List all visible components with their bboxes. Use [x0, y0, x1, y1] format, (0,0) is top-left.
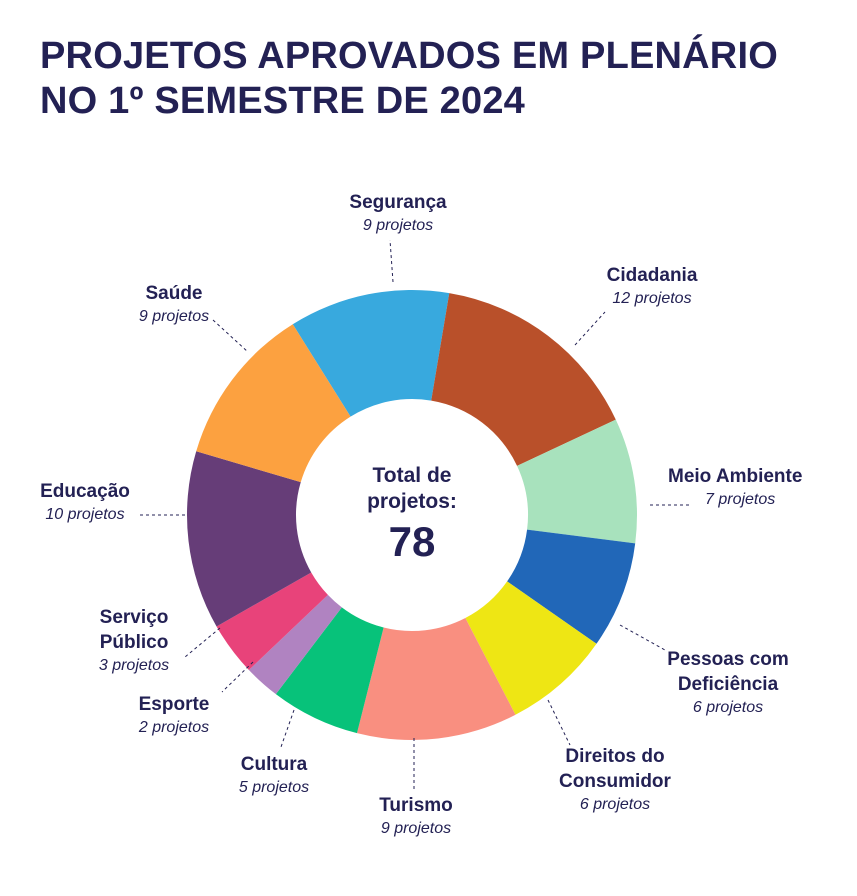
slice-cultura — [275, 607, 384, 734]
slice-label-count: 6 projetos — [580, 796, 650, 813]
slice-label-count: 3 projetos — [99, 657, 169, 674]
slice-label: Meio Ambiente 7 projetos — [668, 466, 802, 508]
leader-line — [574, 311, 606, 346]
chart-title: PROJETOS APROVADOS EM PLENÁRIO NO 1º SEM… — [40, 34, 778, 124]
slice-label: Serviço Público 3 projetos — [99, 607, 169, 674]
slice-label: Pessoas com Deficiência 6 projetos — [667, 649, 788, 716]
slice-label-name: Saúde — [145, 283, 202, 304]
slice-label: Turismo 9 projetos — [379, 795, 453, 837]
slice-label-name: Cidadania — [607, 265, 698, 286]
slice-label-name: Consumidor — [559, 771, 671, 792]
slice-label-count: 10 projetos — [45, 506, 124, 523]
slice-label: Direitos do Consumidor 6 projetos — [559, 746, 671, 813]
slice-label-count: 9 projetos — [139, 308, 209, 325]
leader-line — [184, 627, 221, 658]
slice-label: Cidadania 12 projetos — [607, 265, 698, 307]
slice-label-count: 5 projetos — [239, 779, 309, 796]
chart-title-line-1: PROJETOS APROVADOS EM PLENÁRIO — [40, 35, 778, 77]
slice-label-count: 2 projetos — [138, 719, 209, 736]
slice-label-name: Direitos do — [565, 746, 664, 767]
leader-lines — [140, 239, 690, 790]
slice-label: Esporte 2 projetos — [138, 694, 210, 736]
slice-meio-ambiente — [517, 419, 637, 544]
slice-esporte — [248, 594, 342, 695]
slice-seguranca — [292, 290, 450, 417]
slice-servico-publico — [216, 572, 328, 670]
donut-center: Total de projetos: 78 — [367, 464, 457, 565]
slice-label-name: Deficiência — [678, 674, 779, 695]
slice-label-name: Meio Ambiente — [668, 466, 802, 487]
slice-labels: Segurança 9 projetos Cidadania 12 projetos M… — [40, 192, 802, 837]
slice-label-count: 9 projetos — [381, 820, 451, 837]
slice-educacao — [187, 451, 312, 627]
leader-line — [212, 319, 249, 353]
donut-slices — [187, 290, 637, 741]
slice-label-name: Educação — [40, 481, 130, 502]
slice-label: Segurança 9 projetos — [349, 192, 447, 234]
leader-line — [280, 709, 295, 748]
slice-label-count: 12 projetos — [612, 290, 691, 307]
slice-saude — [196, 324, 351, 483]
leader-line — [389, 239, 394, 283]
slice-label: Saúde 9 projetos — [139, 283, 209, 325]
slice-label-name: Pessoas com — [667, 649, 788, 670]
slice-label-name: Público — [100, 632, 169, 653]
slice-label: Cultura 5 projetos — [239, 754, 309, 796]
slice-label-count: 6 projetos — [693, 699, 763, 716]
slice-pessoas-com-deficiencia — [507, 529, 636, 644]
slice-label-name: Turismo — [379, 795, 453, 816]
slice-label-count: 7 projetos — [705, 491, 775, 508]
chart-title-line-2: NO 1º SEMESTRE DE 2024 — [40, 80, 526, 122]
slice-direitos-do-consumidor — [465, 581, 597, 715]
slice-label: Educação 10 projetos — [40, 481, 130, 523]
slice-turismo — [356, 618, 516, 741]
leader-line — [619, 624, 666, 651]
center-total-label-line-2: projetos: — [367, 490, 457, 513]
slice-label-name: Esporte — [139, 694, 210, 715]
slice-label-count: 9 projetos — [363, 217, 433, 234]
slice-label-name: Segurança — [349, 192, 447, 213]
leader-line — [221, 661, 254, 693]
center-total-value: 78 — [389, 518, 436, 565]
center-total-label-line-1: Total de — [373, 464, 452, 487]
slice-cidadania — [431, 293, 616, 466]
slice-label-name: Cultura — [241, 754, 308, 775]
slice-label-name: Serviço — [100, 607, 169, 628]
leader-line — [547, 699, 571, 746]
